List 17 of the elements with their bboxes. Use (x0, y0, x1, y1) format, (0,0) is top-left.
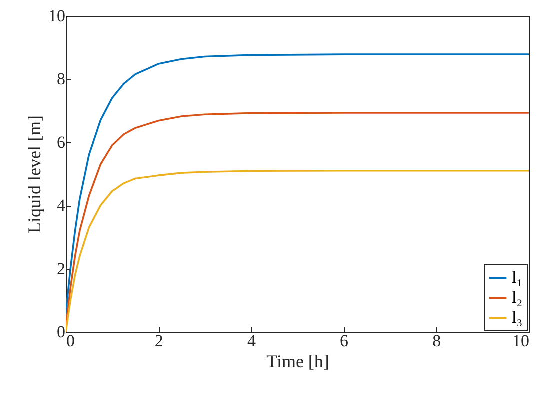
y-tick-label: 2 (57, 259, 66, 278)
x-tick-label: 6 (340, 332, 349, 350)
legend-label: l₂ (512, 288, 523, 307)
legend-label: l₃ (512, 308, 523, 327)
line-series (66, 112, 529, 327)
legend-label: l₁ (512, 268, 523, 287)
x-tick-label: 10 (512, 332, 530, 350)
x-axis-title: Time [h] (266, 352, 330, 372)
y-tick-label: 10 (48, 6, 66, 26)
y-tick-label: 4 (57, 196, 66, 216)
x-tick-label: 2 (154, 332, 164, 350)
line-series (66, 170, 529, 332)
x-tick-label: 4 (247, 332, 256, 350)
y-tick-label: 8 (57, 70, 66, 89)
y-tick-label: 6 (57, 132, 66, 152)
x-tick-label: 8 (432, 332, 442, 350)
y-axis-title: Liquid level [m] (24, 116, 44, 234)
